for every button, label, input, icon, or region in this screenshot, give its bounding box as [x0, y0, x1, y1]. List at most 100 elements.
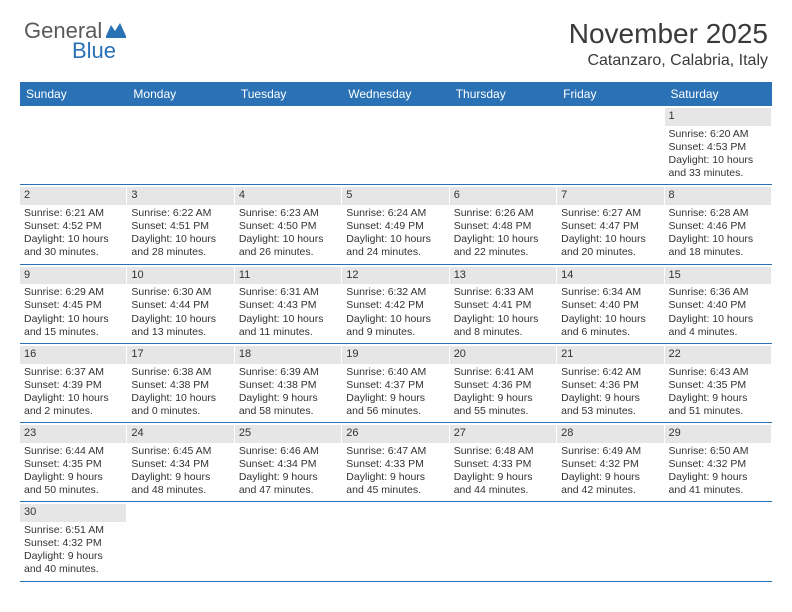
day1-text: Daylight: 10 hours: [561, 313, 659, 326]
day-number: 20: [450, 346, 556, 364]
day-number: 4: [235, 187, 341, 205]
day1-text: Daylight: 9 hours: [669, 471, 767, 484]
day-number: 6: [450, 187, 556, 205]
empty-cell: [450, 502, 557, 580]
day-cell: 11Sunrise: 6:31 AMSunset: 4:43 PMDayligh…: [235, 265, 342, 343]
sunrise-text: Sunrise: 6:22 AM: [131, 207, 229, 220]
sunset-text: Sunset: 4:36 PM: [561, 379, 659, 392]
day2-text: and 41 minutes.: [669, 484, 767, 497]
day2-text: and 45 minutes.: [346, 484, 444, 497]
sunrise-text: Sunrise: 6:33 AM: [454, 286, 552, 299]
sunset-text: Sunset: 4:46 PM: [669, 220, 767, 233]
sunset-text: Sunset: 4:51 PM: [131, 220, 229, 233]
sunset-text: Sunset: 4:49 PM: [346, 220, 444, 233]
day2-text: and 30 minutes.: [24, 246, 122, 259]
sunrise-text: Sunrise: 6:42 AM: [561, 366, 659, 379]
day-cell: 27Sunrise: 6:48 AMSunset: 4:33 PMDayligh…: [450, 423, 557, 501]
sunrise-text: Sunrise: 6:38 AM: [131, 366, 229, 379]
day-cell: 23Sunrise: 6:44 AMSunset: 4:35 PMDayligh…: [20, 423, 127, 501]
dow-friday: Friday: [557, 82, 664, 106]
day-number: 19: [342, 346, 448, 364]
dow-monday: Monday: [127, 82, 234, 106]
day-cell: 17Sunrise: 6:38 AMSunset: 4:38 PMDayligh…: [127, 344, 234, 422]
logo: General Blue: [24, 18, 128, 44]
sunrise-text: Sunrise: 6:27 AM: [561, 207, 659, 220]
week-row: 9Sunrise: 6:29 AMSunset: 4:45 PMDaylight…: [20, 265, 772, 344]
sunset-text: Sunset: 4:41 PM: [454, 299, 552, 312]
day1-text: Daylight: 10 hours: [669, 233, 767, 246]
day-number: 22: [665, 346, 771, 364]
sunrise-text: Sunrise: 6:21 AM: [24, 207, 122, 220]
sunrise-text: Sunrise: 6:45 AM: [131, 445, 229, 458]
day-number: 21: [557, 346, 663, 364]
day-cell: 5Sunrise: 6:24 AMSunset: 4:49 PMDaylight…: [342, 185, 449, 263]
day1-text: Daylight: 10 hours: [669, 154, 767, 167]
empty-cell: [127, 502, 234, 580]
day-cell: 29Sunrise: 6:50 AMSunset: 4:32 PMDayligh…: [665, 423, 772, 501]
sunset-text: Sunset: 4:42 PM: [346, 299, 444, 312]
sunset-text: Sunset: 4:50 PM: [239, 220, 337, 233]
day1-text: Daylight: 9 hours: [346, 471, 444, 484]
sunset-text: Sunset: 4:45 PM: [24, 299, 122, 312]
day-cell: 21 Sunrise: 6:42 AMSunset: 4:36 PMDayligh…: [557, 344, 664, 422]
day1-text: Daylight: 10 hours: [239, 233, 337, 246]
day-number: 18: [235, 346, 341, 364]
day1-text: Daylight: 9 hours: [561, 471, 659, 484]
day-number: 11: [235, 267, 341, 285]
sunrise-text: Sunrise: 6:34 AM: [561, 286, 659, 299]
day-cell: 22Sunrise: 6:43 AMSunset: 4:35 PMDayligh…: [665, 344, 772, 422]
day1-text: Daylight: 10 hours: [24, 392, 122, 405]
sunrise-text: Sunrise: 6:44 AM: [24, 445, 122, 458]
sunrise-text: Sunrise: 6:50 AM: [669, 445, 767, 458]
sunset-text: Sunset: 4:33 PM: [346, 458, 444, 471]
day-cell: 30Sunrise: 6:51 AMSunset: 4:32 PMDayligh…: [20, 502, 127, 580]
empty-cell: [557, 106, 664, 184]
day-number: 14: [557, 267, 663, 285]
sunset-text: Sunset: 4:35 PM: [24, 458, 122, 471]
day1-text: Daylight: 9 hours: [669, 392, 767, 405]
day-of-week-row: SundayMondayTuesdayWednesdayThursdayFrid…: [20, 82, 772, 106]
calendar: SundayMondayTuesdayWednesdayThursdayFrid…: [20, 82, 772, 582]
day2-text: and 51 minutes.: [669, 405, 767, 418]
day2-text: and 4 minutes.: [669, 326, 767, 339]
empty-cell: [20, 106, 127, 184]
empty-cell: [450, 106, 557, 184]
sunset-text: Sunset: 4:40 PM: [669, 299, 767, 312]
day-cell: 9Sunrise: 6:29 AMSunset: 4:45 PMDaylight…: [20, 265, 127, 343]
sunset-text: Sunset: 4:47 PM: [561, 220, 659, 233]
day-number: 1: [665, 108, 771, 126]
day1-text: Daylight: 10 hours: [669, 313, 767, 326]
day-cell: 16Sunrise: 6:37 AMSunset: 4:39 PMDayligh…: [20, 344, 127, 422]
day2-text: and 53 minutes.: [561, 405, 659, 418]
dow-thursday: Thursday: [450, 82, 557, 106]
sunset-text: Sunset: 4:34 PM: [239, 458, 337, 471]
day1-text: Daylight: 9 hours: [346, 392, 444, 405]
day2-text: and 28 minutes.: [131, 246, 229, 259]
day-number: 2: [20, 187, 126, 205]
day-cell: 19Sunrise: 6:40 AMSunset: 4:37 PMDayligh…: [342, 344, 449, 422]
dow-wednesday: Wednesday: [342, 82, 449, 106]
sunrise-text: Sunrise: 6:26 AM: [454, 207, 552, 220]
day2-text: and 0 minutes.: [131, 405, 229, 418]
day-cell: 12Sunrise: 6:32 AMSunset: 4:42 PMDayligh…: [342, 265, 449, 343]
sunset-text: Sunset: 4:37 PM: [346, 379, 444, 392]
day2-text: and 2 minutes.: [24, 405, 122, 418]
day-cell: 3Sunrise: 6:22 AMSunset: 4:51 PMDaylight…: [127, 185, 234, 263]
day-cell: 7Sunrise: 6:27 AMSunset: 4:47 PMDaylight…: [557, 185, 664, 263]
day1-text: Daylight: 10 hours: [346, 313, 444, 326]
day2-text: and 11 minutes.: [239, 326, 337, 339]
month-title: November 2025: [569, 18, 768, 50]
day-number: 27: [450, 425, 556, 443]
week-row: 23Sunrise: 6:44 AMSunset: 4:35 PMDayligh…: [20, 423, 772, 502]
sunset-text: Sunset: 4:36 PM: [454, 379, 552, 392]
day2-text: and 42 minutes.: [561, 484, 659, 497]
sunset-text: Sunset: 4:38 PM: [239, 379, 337, 392]
day1-text: Daylight: 9 hours: [561, 392, 659, 405]
day1-text: Daylight: 10 hours: [24, 313, 122, 326]
sunrise-text: Sunrise: 6:39 AM: [239, 366, 337, 379]
sunrise-text: Sunrise: 6:41 AM: [454, 366, 552, 379]
page-header: General Blue November 2025 Catanzaro, Ca…: [0, 0, 792, 78]
empty-cell: [342, 502, 449, 580]
day-number: 13: [450, 267, 556, 285]
sunset-text: Sunset: 4:32 PM: [669, 458, 767, 471]
